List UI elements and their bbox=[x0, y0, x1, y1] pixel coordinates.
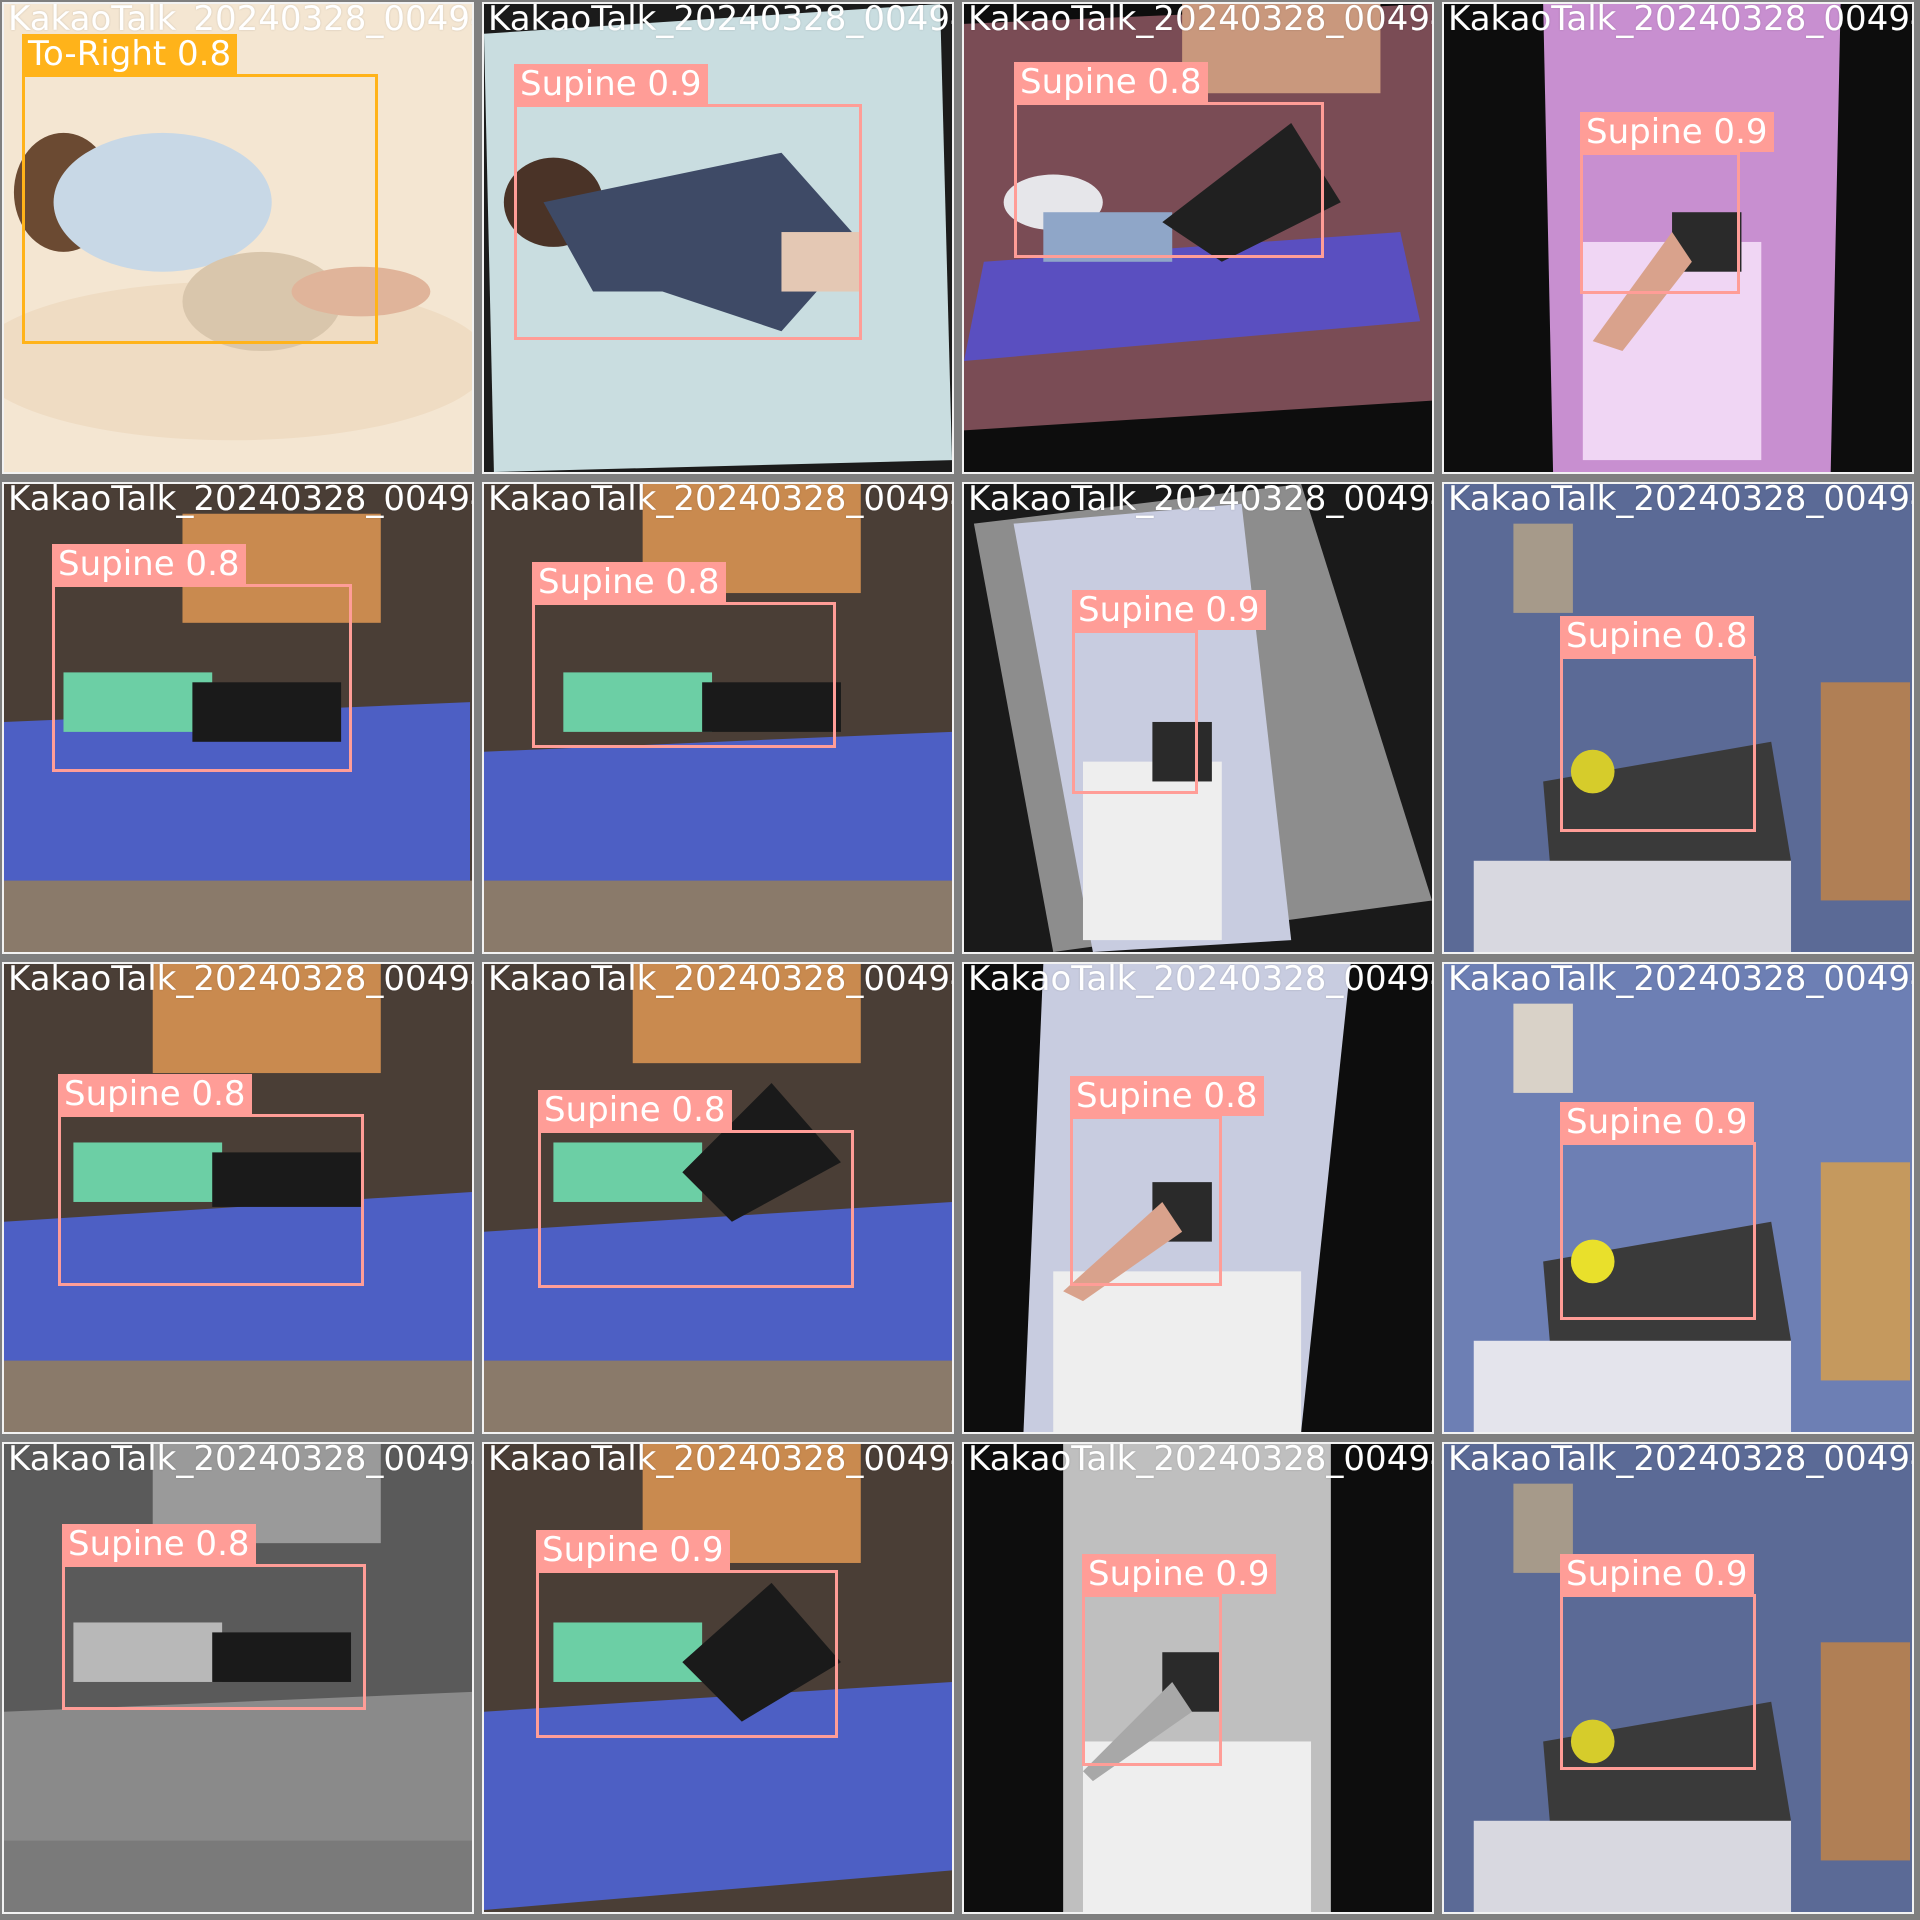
scene-image bbox=[484, 4, 952, 472]
filename-label: KakaoTalk_20240328_004949261_03.jpg bbox=[8, 1442, 472, 1479]
detection-box: Supine 0.8 bbox=[62, 1524, 366, 1710]
tile-4: KakaoTalk_20240328_004949261_04.jpg Supi… bbox=[1442, 2, 1914, 474]
scene-image bbox=[4, 4, 472, 472]
tile-12: KakaoTalk_20240328_004949261_05.jpg Supi… bbox=[1442, 962, 1914, 1434]
filename-label: KakaoTalk_20240328_004949261_03.jpg bbox=[8, 962, 472, 999]
tile-16: KakaoTalk_20240328_004949261_05.jpg Supi… bbox=[1442, 1442, 1914, 1914]
detection-box: Supine 0.8 bbox=[1070, 1076, 1264, 1286]
detection-box: Supine 0.9 bbox=[1560, 1102, 1756, 1320]
filename-label: KakaoTalk_20240328_004949261_05.jpg bbox=[1448, 482, 1912, 519]
detection-box: Supine 0.9 bbox=[1580, 112, 1774, 294]
tile-7: KakaoTalk_20240328_004949261_05.jpg Supi… bbox=[962, 482, 1434, 954]
detection-label: Supine 0.8 bbox=[1070, 1076, 1264, 1116]
detection-box: Supine 0.8 bbox=[52, 544, 352, 772]
scene-image bbox=[484, 964, 952, 1432]
detection-label: To-Right 0.8 bbox=[22, 34, 238, 74]
scene-image bbox=[1444, 1444, 1912, 1912]
detection-label: Supine 0.8 bbox=[1014, 62, 1208, 102]
tile-8: KakaoTalk_20240328_004949261_05.jpg Supi… bbox=[1442, 482, 1914, 954]
scene-image bbox=[4, 964, 472, 1432]
detection-box: Supine 0.8 bbox=[532, 562, 836, 748]
filename-label: KakaoTalk_20240328_004949261_05.jpg bbox=[1448, 962, 1912, 999]
detection-label: Supine 0.9 bbox=[1560, 1102, 1754, 1142]
tile-2: KakaoTalk_20240328_004949261_03.jpg Supi… bbox=[482, 2, 954, 474]
detection-label: Supine 0.8 bbox=[58, 1074, 252, 1114]
detection-label: Supine 0.8 bbox=[62, 1524, 256, 1564]
scene-image bbox=[1444, 964, 1912, 1432]
tile-13: KakaoTalk_20240328_004949261_03.jpg Supi… bbox=[2, 1442, 474, 1914]
detection-box: Supine 0.8 bbox=[1560, 616, 1756, 832]
detection-box: Supine 0.9 bbox=[1072, 590, 1266, 794]
scene-image bbox=[964, 1444, 1432, 1912]
detection-box: Supine 0.9 bbox=[1560, 1554, 1756, 1770]
scene-image bbox=[964, 4, 1432, 472]
filename-label: KakaoTalk_20240328_004949261_05.jpg bbox=[1448, 1442, 1912, 1479]
filename-label: KakaoTalk_20240328_004949261_05.jpg bbox=[488, 1442, 952, 1479]
filename-label: KakaoTalk_20240328_004949261_03.jpg bbox=[488, 2, 952, 39]
filename-label: KakaoTalk_20240328_004949261_04.jpg bbox=[488, 962, 952, 999]
detection-label: Supine 0.9 bbox=[1560, 1554, 1754, 1594]
scene-image bbox=[4, 1444, 472, 1912]
tile-10: KakaoTalk_20240328_004949261_04.jpg Supi… bbox=[482, 962, 954, 1434]
detection-box: Supine 0.9 bbox=[1082, 1554, 1276, 1766]
scene-image bbox=[1444, 484, 1912, 952]
tile-11: KakaoTalk_20240328_004949261_05.jpg Supi… bbox=[962, 962, 1434, 1434]
filename-label: KakaoTalk_20240328_004949261_05.jpg bbox=[488, 482, 952, 519]
filename-label: KakaoTalk_20240328_004949261_05.jpg bbox=[968, 962, 1432, 999]
detection-label: Supine 0.9 bbox=[1082, 1554, 1276, 1594]
scene-image bbox=[484, 1444, 952, 1912]
detection-label: Supine 0.9 bbox=[536, 1530, 730, 1570]
detection-label: Supine 0.8 bbox=[532, 562, 726, 602]
detection-label: Supine 0.8 bbox=[52, 544, 246, 584]
tile-14: KakaoTalk_20240328_004949261_05.jpg Supi… bbox=[482, 1442, 954, 1914]
detection-label: Supine 0.9 bbox=[1580, 112, 1774, 152]
detection-box: Supine 0.8 bbox=[1014, 62, 1324, 258]
detection-box: Supine 0.9 bbox=[536, 1530, 838, 1738]
scene-image bbox=[964, 964, 1432, 1432]
scene-image bbox=[964, 484, 1432, 952]
filename-label: KakaoTalk_20240328_004949261_04.jpg bbox=[968, 2, 1432, 39]
tile-5: KakaoTalk_20240328_004949261_03.jpg Supi… bbox=[2, 482, 474, 954]
detection-label: Supine 0.9 bbox=[514, 64, 708, 104]
detection-box: To-Right 0.8 bbox=[22, 34, 378, 344]
filename-label: KakaoTalk_20240328_004949261_04.jpg bbox=[968, 1442, 1432, 1479]
filename-label: KakaoTalk_20240328_004949261_05.jpg bbox=[8, 2, 472, 39]
filename-label: KakaoTalk_20240328_004949261_05.jpg bbox=[968, 482, 1432, 519]
detection-box: Supine 0.9 bbox=[514, 64, 862, 340]
tile-1: KakaoTalk_20240328_004949261_05.jpg To-R… bbox=[2, 2, 474, 474]
tile-15: KakaoTalk_20240328_004949261_04.jpg Supi… bbox=[962, 1442, 1434, 1914]
detection-box: Supine 0.8 bbox=[538, 1090, 854, 1288]
tile-3: KakaoTalk_20240328_004949261_04.jpg Supi… bbox=[962, 2, 1434, 474]
detection-label: Supine 0.9 bbox=[1072, 590, 1266, 630]
tile-6: KakaoTalk_20240328_004949261_05.jpg Supi… bbox=[482, 482, 954, 954]
filename-label: KakaoTalk_20240328_004949261_03.jpg bbox=[8, 482, 472, 519]
tile-9: KakaoTalk_20240328_004949261_03.jpg Supi… bbox=[2, 962, 474, 1434]
detection-label: Supine 0.8 bbox=[1560, 616, 1754, 656]
detection-box: Supine 0.8 bbox=[58, 1074, 364, 1286]
filename-label: KakaoTalk_20240328_004949261_04.jpg bbox=[1448, 2, 1912, 39]
detection-label: Supine 0.8 bbox=[538, 1090, 732, 1130]
